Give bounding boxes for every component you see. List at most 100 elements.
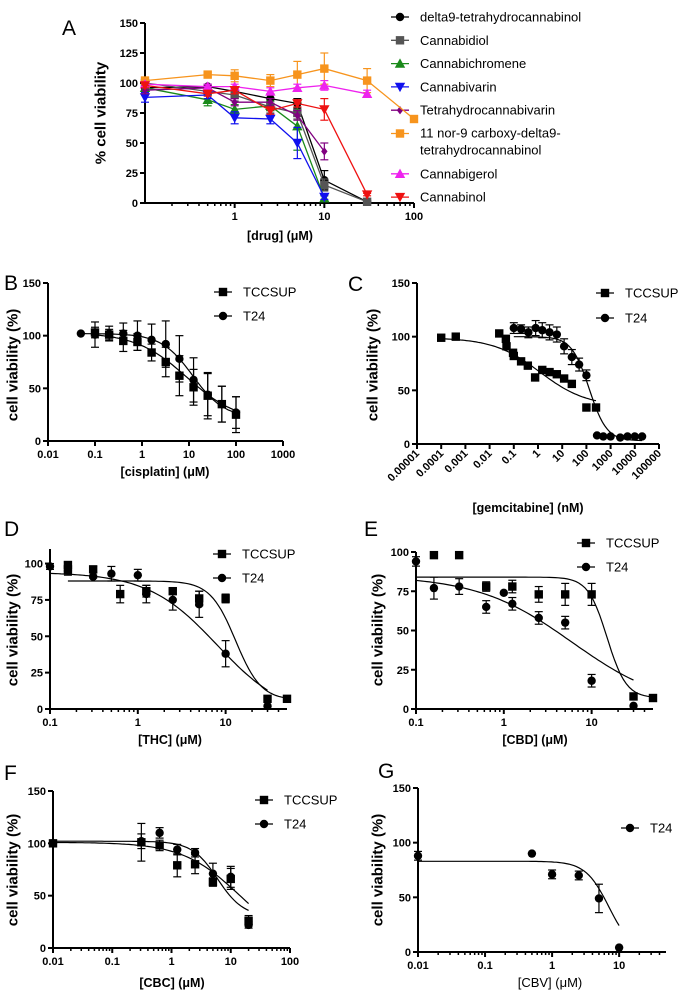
data-point — [614, 943, 624, 952]
x-tick-label: 0.0001 — [414, 448, 446, 480]
legend-marker — [259, 795, 269, 805]
legend-marker — [625, 823, 635, 833]
data-point — [630, 432, 639, 441]
data-point — [208, 869, 218, 878]
x-tick-label: 0.00001 — [386, 448, 423, 485]
data-point — [502, 342, 511, 351]
series-line — [144, 87, 325, 152]
y-axis-label: cell viability (%) — [5, 574, 22, 687]
y-tick-label: 75 — [31, 595, 43, 607]
data-point — [161, 339, 170, 349]
data-point — [616, 433, 625, 442]
data-point — [190, 848, 200, 857]
x-tick-label: 10 — [225, 956, 237, 968]
data-point — [629, 701, 638, 711]
legend-label: T24 — [243, 309, 265, 324]
data-point — [282, 694, 292, 704]
data-point — [559, 374, 569, 383]
data-point — [155, 828, 164, 838]
panel-letter: F — [4, 762, 17, 785]
data-point — [244, 920, 253, 930]
fit-curve — [52, 841, 250, 905]
x-tick-label: 0.1 — [477, 960, 492, 972]
data-point — [637, 432, 647, 441]
x-tick-label: 100 — [570, 448, 591, 469]
data-point — [142, 589, 151, 599]
y-tick-label: 100 — [23, 331, 41, 343]
y-axis-label: cell viability (%) — [370, 814, 387, 927]
data-point — [221, 649, 230, 658]
legend-label: Cannabigerol — [420, 166, 497, 181]
series-tccsup: TCCSUP — [437, 286, 678, 412]
legend-label: 11 nor-9 carboxy-delta9- — [420, 126, 561, 141]
data-point — [527, 849, 537, 858]
series-t24: T24 — [48, 817, 306, 930]
fit-curve — [53, 840, 249, 911]
data-point — [574, 871, 583, 880]
data-point — [587, 676, 596, 685]
data-point — [267, 98, 274, 107]
y-tick-label: 150 — [28, 786, 46, 798]
legend-label: delta9-tetrahydrocannabinol — [420, 10, 581, 25]
data-point — [606, 432, 615, 441]
x-tick-label: 1 — [530, 448, 543, 461]
data-point — [567, 379, 577, 389]
y-tick-label: 100 — [28, 838, 46, 850]
data-point — [582, 403, 591, 412]
data-point — [231, 98, 238, 107]
data-point — [599, 432, 608, 441]
data-point — [88, 565, 98, 574]
data-point — [629, 692, 638, 701]
legend-label: T24 — [650, 821, 672, 836]
data-point — [648, 693, 658, 703]
data-point — [263, 701, 272, 711]
data-point — [582, 371, 591, 380]
panel-letter: E — [364, 518, 378, 541]
data-point — [538, 365, 547, 375]
series-tccsup: TCCSUP — [48, 793, 337, 927]
data-point — [189, 375, 198, 385]
data-point — [524, 328, 533, 337]
x-tick-label: 10 — [183, 449, 195, 461]
data-point — [481, 582, 491, 591]
legend-marker — [218, 311, 228, 321]
y-tick-label: 50 — [34, 891, 46, 903]
fit-curve — [67, 580, 288, 699]
legend-marker — [581, 538, 591, 548]
data-point — [88, 572, 98, 581]
y-tick-label: 100 — [391, 547, 409, 559]
data-point — [133, 331, 142, 340]
series-line — [144, 87, 325, 199]
data-point — [292, 121, 303, 131]
legend-marker — [600, 313, 610, 323]
x-tick-label: 100 — [227, 449, 245, 461]
y-tick-label: 0 — [37, 704, 43, 716]
data-point — [230, 71, 239, 80]
data-point — [203, 390, 212, 399]
y-axis-label: % cell viability — [93, 61, 110, 164]
data-point — [175, 354, 184, 364]
legend-marker — [395, 12, 405, 22]
legend-label: T24 — [606, 560, 628, 575]
data-point — [574, 360, 584, 369]
data-point — [361, 190, 373, 200]
y-tick-label: 100 — [392, 332, 410, 344]
data-point — [495, 329, 504, 338]
legend-marker — [600, 288, 610, 298]
x-tick-label: 1 — [135, 717, 141, 729]
panel-d: D 0 25 50 75 100 0.1 1 10 [THC] (μM) cell viabilit… — [4, 518, 295, 747]
data-point — [481, 602, 491, 612]
legend-label: Cannabinol — [420, 190, 486, 205]
series-tccsup: TCCSUP — [416, 536, 659, 703]
data-point — [63, 566, 73, 576]
data-point — [168, 595, 177, 605]
data-point — [226, 872, 235, 882]
y-tick-label: 150 — [23, 278, 41, 290]
y-tick-label: 50 — [31, 631, 43, 643]
x-tick-label: 1 — [549, 960, 555, 972]
data-point — [560, 618, 570, 627]
y-tick-label: 50 — [126, 138, 138, 150]
data-point — [538, 326, 547, 335]
data-point — [231, 408, 241, 417]
y-tick-label: 125 — [120, 48, 138, 60]
